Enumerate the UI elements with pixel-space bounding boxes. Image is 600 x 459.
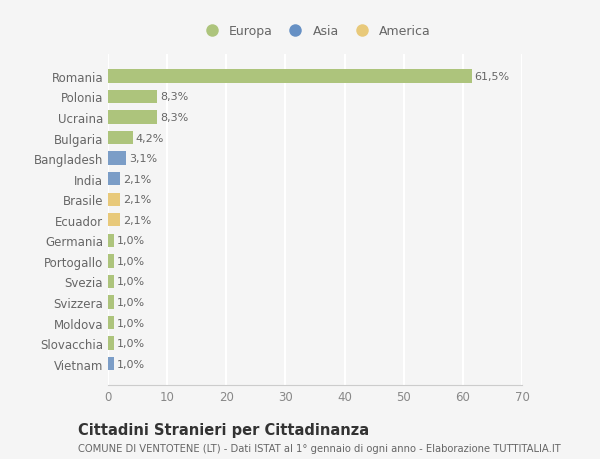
Text: 8,3%: 8,3% — [160, 113, 188, 123]
Text: Cittadini Stranieri per Cittadinanza: Cittadini Stranieri per Cittadinanza — [78, 422, 369, 437]
Bar — [108, 337, 114, 350]
Text: 3,1%: 3,1% — [129, 154, 157, 164]
Text: 2,1%: 2,1% — [124, 195, 152, 205]
Bar — [108, 173, 121, 186]
Text: 1,0%: 1,0% — [117, 236, 145, 246]
Text: 2,1%: 2,1% — [124, 215, 152, 225]
Bar — [108, 275, 114, 289]
Text: 1,0%: 1,0% — [117, 359, 145, 369]
Bar — [108, 296, 114, 309]
Bar — [108, 255, 114, 268]
Text: 2,1%: 2,1% — [124, 174, 152, 185]
Bar — [108, 152, 127, 165]
Bar — [108, 90, 157, 104]
Legend: Europa, Asia, America: Europa, Asia, America — [196, 22, 434, 42]
Bar — [108, 193, 121, 207]
Text: 1,0%: 1,0% — [117, 338, 145, 348]
Text: 1,0%: 1,0% — [117, 297, 145, 308]
Bar — [108, 132, 133, 145]
Text: 1,0%: 1,0% — [117, 277, 145, 287]
Bar — [108, 213, 121, 227]
Text: 61,5%: 61,5% — [475, 72, 510, 82]
Text: COMUNE DI VENTOTENE (LT) - Dati ISTAT al 1° gennaio di ogni anno - Elaborazione : COMUNE DI VENTOTENE (LT) - Dati ISTAT al… — [78, 443, 561, 453]
Bar — [108, 70, 472, 84]
Bar — [108, 357, 114, 370]
Bar — [108, 316, 114, 330]
Text: 8,3%: 8,3% — [160, 92, 188, 102]
Text: 4,2%: 4,2% — [136, 133, 164, 143]
Bar — [108, 111, 157, 124]
Bar — [108, 234, 114, 247]
Text: 1,0%: 1,0% — [117, 256, 145, 266]
Text: 1,0%: 1,0% — [117, 318, 145, 328]
